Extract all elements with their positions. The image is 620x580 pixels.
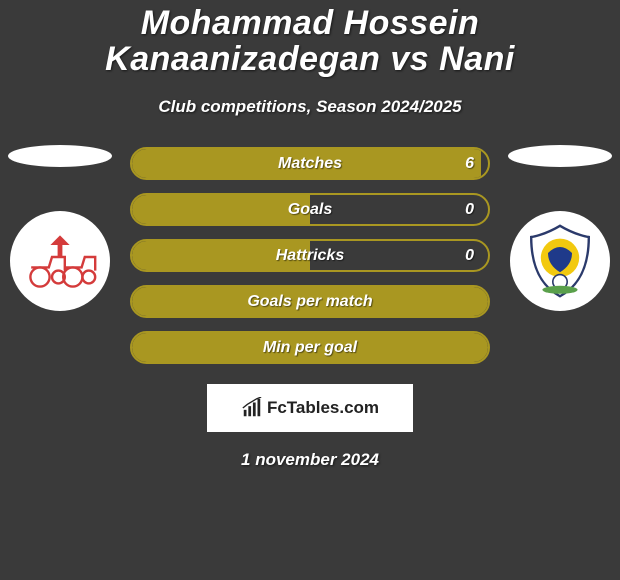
stat-bar: Goals0 [130, 193, 490, 226]
stat-label: Goals per match [132, 293, 488, 311]
stat-bar: Goals per match [130, 285, 490, 318]
comparison-layout: Matches6Goals0Hattricks0Goals per matchM… [0, 147, 620, 364]
stat-right-value: 0 [465, 201, 474, 219]
left-indicator-ellipse [8, 145, 112, 167]
stat-label: Matches [132, 155, 488, 173]
stat-label: Min per goal [132, 339, 488, 357]
branding-text: FcTables.com [267, 398, 379, 418]
stats-column: Matches6Goals0Hattricks0Goals per matchM… [120, 147, 500, 364]
chart-icon [241, 397, 263, 419]
stat-bar: Hattricks0 [130, 239, 490, 272]
date-text: 1 november 2024 [0, 450, 620, 470]
right-team-logo [510, 211, 610, 311]
branding-badge: FcTables.com [207, 384, 413, 432]
right-indicator-ellipse [508, 145, 612, 167]
stat-right-value: 0 [465, 247, 474, 265]
left-team-logo [10, 211, 110, 311]
stat-bar: Min per goal [130, 331, 490, 364]
al-gharafa-icon [520, 221, 600, 301]
right-side [500, 147, 620, 311]
tractors-icon [20, 221, 100, 301]
subtitle: Club competitions, Season 2024/2025 [0, 97, 620, 117]
left-side [0, 147, 120, 311]
stat-label: Hattricks [132, 247, 488, 265]
stat-bar: Matches6 [130, 147, 490, 180]
stat-label: Goals [132, 201, 488, 219]
page-title: Mohammad Hossein Kanaanizadegan vs Nani [0, 6, 620, 83]
stat-right-value: 6 [465, 155, 474, 173]
